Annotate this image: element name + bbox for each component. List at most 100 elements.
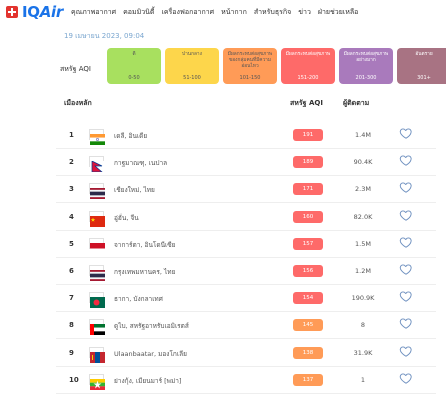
header-us-aqi: สหรัฐ AQI [290, 99, 323, 107]
table-row[interactable]: 9 Ulaanbaatar, มองโกเลีย 138 31.9K [56, 340, 436, 367]
aqi-badge: 157 [293, 237, 323, 250]
rank-number: 8 [69, 321, 74, 330]
thailand-flag-icon [89, 183, 105, 200]
follower-count: 31.9K [353, 348, 373, 357]
aqi-badge: 137 [293, 373, 323, 386]
aqi-scale-legend: ดี 0-50 ปานกลาง 51-100 มีผลกระทบต่อสุขภาพของ… [107, 48, 446, 84]
heart-icon[interactable] [399, 180, 413, 194]
swiss-flag-icon [6, 6, 18, 18]
table-row[interactable]: 4 อู่ฮั่น, จีน 160 82.0K [56, 204, 436, 231]
heart-icon[interactable] [399, 262, 413, 276]
rank-number: 3 [69, 185, 74, 194]
aqi-level-4: มีผลกระทบต่อสุขภาพอย่างมาก 201-300 [339, 48, 393, 84]
indonesia-flag-icon [89, 237, 105, 254]
aqi-level-range: 51-100 [183, 75, 201, 81]
heart-icon[interactable] [399, 316, 413, 330]
top-header: IQAir คุณภาพอากาศ คอมมิวนิตี้ เครื่องฟอก… [0, 0, 446, 24]
table-row[interactable]: 5 จาการ์ตา, อินโดนีเซีย 157 1.5M [56, 231, 436, 258]
follower-count: 90.4K [353, 158, 373, 167]
heart-icon[interactable] [399, 235, 413, 249]
aqi-badge: 156 [293, 265, 323, 277]
thailand-flag-icon [89, 265, 105, 281]
follower-count: 2.3M [355, 185, 371, 194]
table-row[interactable]: 8 ดูไบ, สหรัฐอาหรับเอมิเรตส์ 145 8 [56, 312, 436, 340]
heart-icon[interactable] [399, 289, 413, 303]
aqi-badge: 191 [293, 129, 323, 141]
nav-air-quality[interactable]: คุณภาพอากาศ [70, 7, 117, 16]
mongolia-flag-icon [89, 346, 105, 363]
nav-masks[interactable]: หน้ากาก [221, 7, 247, 16]
follower-count: 1.5M [355, 239, 371, 248]
timestamp: 19 เมษายน 2023, 09:04 [64, 32, 145, 40]
aqi-level-name: ดี [132, 52, 136, 57]
aqi-level-name: มีผลกระทบต่อสุขภาพ [285, 52, 331, 57]
aqi-scale-label: สหรัฐ AQI [60, 65, 91, 73]
city-name-link[interactable]: ดูไบ, สหรัฐอาหรับเอมิเรตส์ [114, 322, 189, 331]
table-row[interactable]: 1 เดลี, อินเดีย 191 1.4M [56, 122, 436, 149]
aqi-level-name: ปานกลาง [182, 52, 202, 57]
aqi-badge: 171 [293, 183, 323, 196]
follower-count: 8 [360, 321, 366, 330]
aqi-level-range: 151-200 [297, 75, 319, 81]
city-name-link[interactable]: กาฐมาณฑุ, เนปาล [114, 159, 168, 168]
follower-count: 1 [360, 375, 366, 384]
table-row[interactable]: 7 ธากา, บังกลาเทศ 154 190.9K [56, 285, 436, 313]
follower-count: 190.9K [351, 294, 375, 303]
nav-support[interactable]: ฝ่ายช่วยเหลือ [317, 7, 359, 16]
iqair-logo[interactable]: IQAir [22, 3, 63, 21]
nav-air-purifiers[interactable]: เครื่องฟอกอากาศ [161, 7, 215, 16]
heart-icon[interactable] [399, 344, 413, 358]
aqi-level-name: มีผลกระทบต่อสุขภาพอย่างมาก [343, 52, 389, 63]
aqi-badge: 138 [293, 346, 323, 359]
rank-number: 6 [69, 267, 74, 275]
follower-count: 1.2M [355, 267, 371, 275]
table-row[interactable]: 6 กรุงเทพมหานคร, ไทย 156 1.2M [56, 258, 436, 285]
aqi-level-0: ดี 0-50 [107, 48, 161, 84]
bangladesh-flag-icon [89, 292, 105, 309]
heart-icon[interactable] [399, 126, 413, 140]
aqi-level-range: 0-50 [128, 75, 140, 81]
aqi-level-2: มีผลกระทบต่อสุขภาพของกลุ่มคนที่มีความอ่อ… [223, 48, 277, 84]
heart-icon[interactable] [399, 208, 413, 222]
nepal-flag-icon [89, 156, 105, 173]
city-name-link[interactable]: ย่างกุ้ง, เมียนมาร์ [พม่า] [114, 376, 182, 385]
heart-icon[interactable] [399, 371, 413, 385]
heart-icon[interactable] [399, 153, 413, 167]
city-name-link[interactable]: ธากา, บังกลาเทศ [114, 295, 163, 304]
city-name-link[interactable]: จาการ์ตา, อินโดนีเซีย [114, 240, 176, 249]
aqi-level-name: อันตราย [415, 52, 433, 57]
table-row[interactable]: 3 เชียงใหม่, ไทย 171 2.3M [56, 176, 436, 204]
aqi-level-5: อันตราย 301+ [397, 48, 446, 84]
nav-news[interactable]: ข่าว [298, 7, 311, 16]
aqi-level-name: มีผลกระทบต่อสุขภาพของกลุ่มคนที่มีความอ่อ… [227, 52, 273, 69]
city-name-link[interactable]: อู่ฮั่น, จีน [114, 213, 139, 222]
city-name-link[interactable]: Ulaanbaatar, มองโกเลีย [114, 349, 187, 358]
city-name-link[interactable]: กรุงเทพมหานคร, ไทย [114, 268, 176, 276]
table-row[interactable]: 10 ย่างกุ้ง, เมียนมาร์ [พม่า] 137 1 [56, 367, 436, 394]
city-name-link[interactable]: เดลี, อินเดีย [114, 132, 148, 140]
aqi-level-range: 101-150 [239, 75, 261, 81]
logo-suffix: Air [39, 3, 64, 21]
aqi-level-1: ปานกลาง 51-100 [165, 48, 219, 84]
rank-number: 5 [69, 239, 74, 248]
header-followers: ผู้ติดตาม [343, 99, 370, 107]
rank-number: 7 [69, 294, 74, 303]
rank-number: 4 [69, 212, 74, 221]
nav-community[interactable]: คอมมิวนิตี้ [123, 7, 155, 16]
nav-business[interactable]: สำหรับธุรกิจ [253, 7, 292, 16]
follower-count: 82.0K [353, 212, 373, 221]
table-row[interactable]: 2 กาฐมาณฑุ, เนปาล 189 90.4K [56, 149, 436, 177]
logo-prefix: IQ [22, 3, 40, 21]
aqi-badge: 189 [293, 156, 323, 169]
uae-flag-icon [89, 319, 105, 336]
china-flag-icon [89, 210, 105, 227]
rank-number: 2 [69, 158, 74, 167]
aqi-badge: 154 [293, 292, 323, 305]
aqi-badge: 145 [293, 319, 323, 332]
india-flag-icon [89, 129, 105, 145]
aqi-level-range: 301+ [417, 75, 431, 81]
aqi-level-range: 201-300 [355, 75, 377, 81]
city-name-link[interactable]: เชียงใหม่, ไทย [114, 186, 155, 195]
rank-number: 10 [69, 375, 79, 384]
header-major-city: เมืองหลัก [64, 99, 92, 107]
